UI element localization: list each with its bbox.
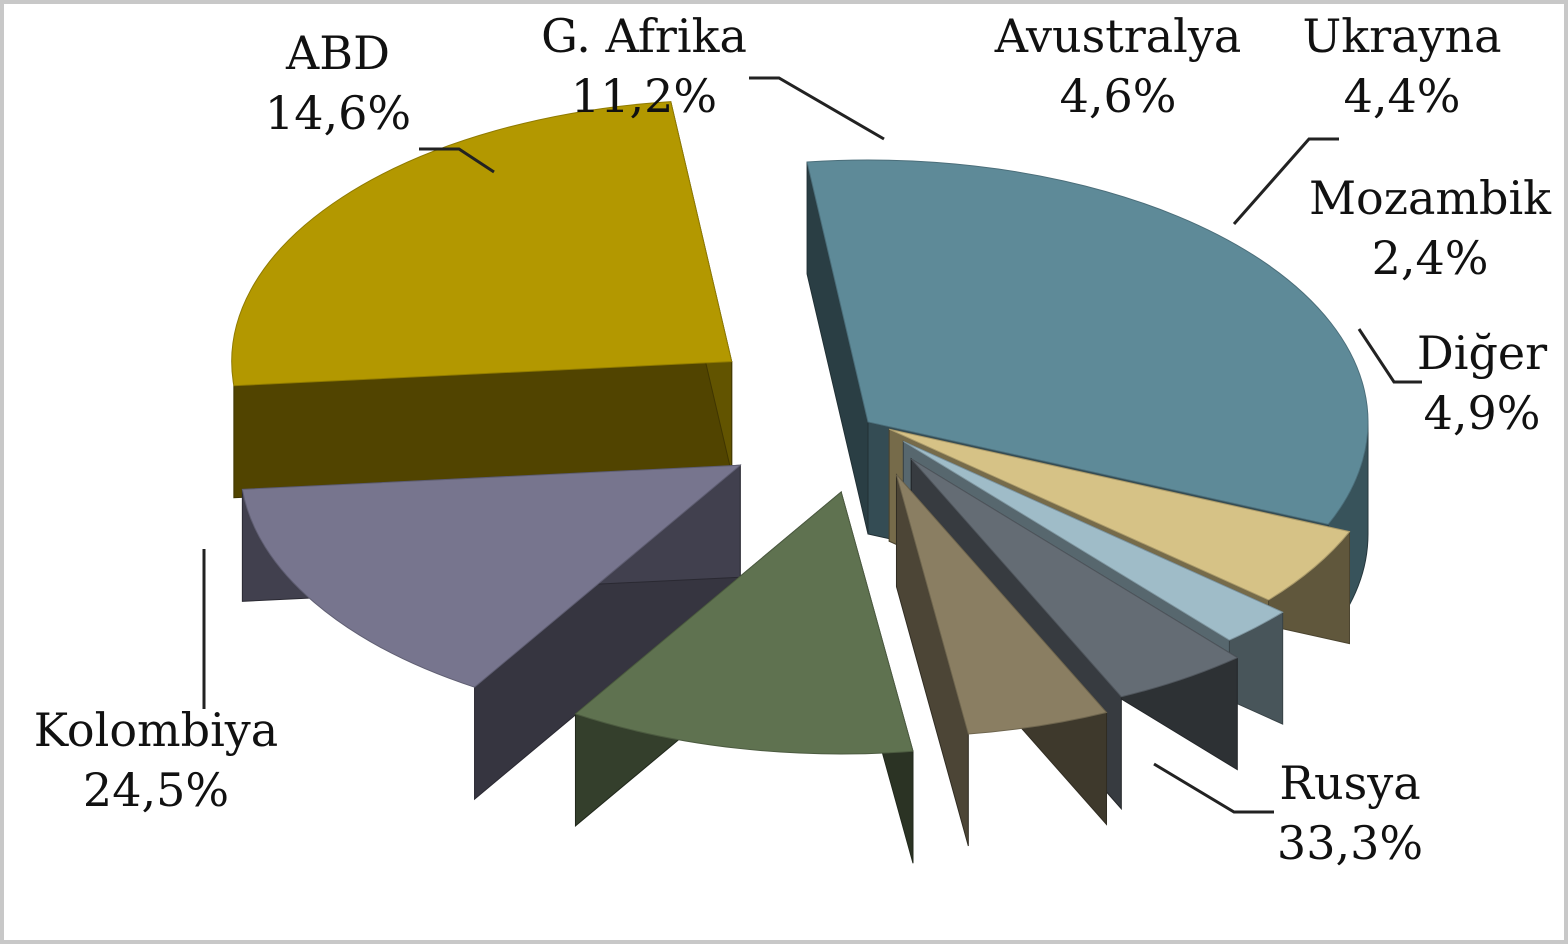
data-label: Avustralya 4,6% [994, 9, 1242, 123]
data-label-value: 4,6% [1060, 69, 1177, 123]
leader-line [749, 76, 885, 141]
slice-kolombiya [231, 101, 733, 499]
slice-top [806, 159, 1369, 525]
data-label: Rusya 33,3% [1277, 756, 1423, 870]
data-label-value: 24,5% [83, 763, 229, 817]
data-label-name: Avustralya [994, 9, 1242, 63]
pie-chart: Rusya 33,3% Kolombiya 24,5% ABD 14,6% G. Afrik… [34, 9, 1552, 870]
slice-abd [241, 464, 742, 801]
data-label: Diğer 4,9% [1417, 326, 1547, 440]
data-label-value: 14,6% [265, 86, 411, 140]
slice-top [903, 440, 1284, 641]
slice-top [241, 464, 742, 688]
data-label-name: Diğer [1417, 326, 1547, 380]
leader-line [1153, 762, 1274, 814]
data-label-value: 2,4% [1372, 231, 1489, 285]
data-label-name: ABD [285, 26, 390, 80]
data-label: ABD 14,6% [265, 26, 411, 140]
data-label-value: 4,9% [1424, 386, 1541, 440]
data-label: Mozambik 2,4% [1309, 171, 1552, 285]
slice-top [889, 428, 1351, 601]
slice-g-afrika [574, 490, 914, 864]
leader-line [1357, 328, 1422, 384]
slice-avustralya [895, 473, 1108, 847]
data-label: G. Afrika 11,2% [541, 9, 747, 123]
data-label-name: Mozambik [1309, 171, 1552, 225]
slice-top [910, 458, 1239, 698]
slice-top [574, 491, 914, 755]
slice-top [231, 101, 733, 387]
data-label: Ukrayna 4,4% [1302, 9, 1501, 123]
leader-line [1232, 137, 1339, 225]
data-label-name: Rusya [1279, 756, 1420, 810]
data-label-value: 4,4% [1344, 69, 1461, 123]
data-label: Kolombiya 24,5% [34, 703, 278, 817]
leader-line [419, 147, 495, 174]
data-label-name: G. Afrika [541, 9, 747, 63]
data-label-value: 33,3% [1277, 816, 1423, 870]
data-label-name: Kolombiya [34, 703, 278, 757]
data-label-name: Ukrayna [1302, 9, 1501, 63]
slice-top [896, 474, 1108, 735]
data-label-value: 11,2% [571, 69, 717, 123]
